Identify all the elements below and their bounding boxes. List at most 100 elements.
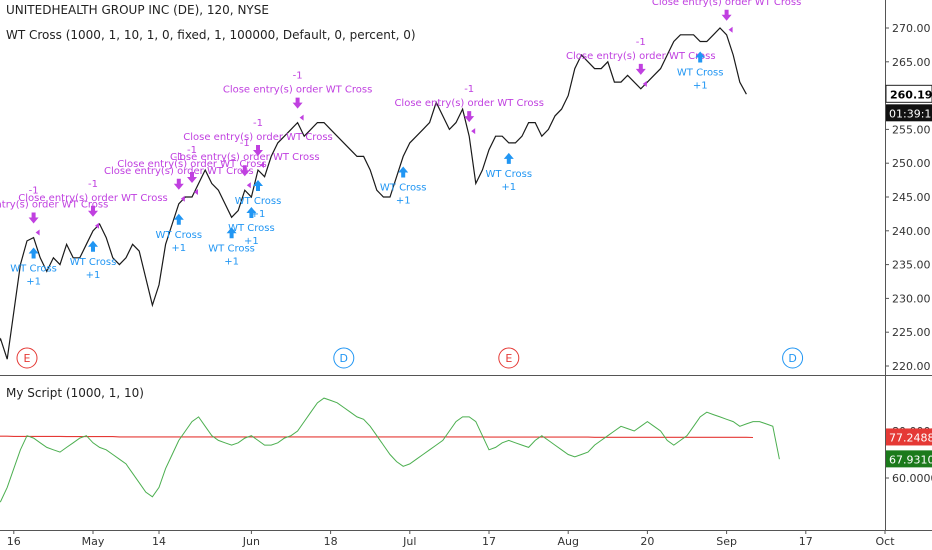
- earnings-marker: [16, 347, 38, 369]
- close-exit-arrow: [635, 63, 646, 75]
- event-label: E: [505, 352, 512, 365]
- event-label: D: [340, 352, 348, 365]
- price-tick-label: 245.00: [892, 191, 931, 204]
- countdown-label: 01:39:10: [889, 107, 932, 120]
- dividend-marker: [333, 347, 355, 369]
- time-tick-label: 17: [482, 535, 496, 548]
- close-exit-arrow: [173, 178, 184, 190]
- close-exit-arrow: [28, 212, 39, 224]
- close-exit-label: Close entry(s) order WT Cross: [394, 98, 543, 109]
- price-tick-label: 225.00: [892, 326, 931, 339]
- price-tick-label: 235.00: [892, 259, 931, 272]
- price-tick-label: 270.00: [892, 22, 931, 35]
- close-exit-label: Close entry(s) order WT Cross: [652, 0, 801, 8]
- close-exit-arrow: [187, 172, 197, 183]
- long-entry-qty: +1: [501, 182, 516, 193]
- long-entry-arrow: [503, 152, 514, 164]
- long-entry-label: WT Cross: [228, 223, 275, 234]
- close-exit-label: Close entry(s) order WT Cross: [104, 166, 253, 177]
- close-exit-qty: -1: [174, 152, 184, 163]
- long-entry-arrow: [246, 207, 257, 218]
- close-exit-qty: -1: [240, 138, 250, 149]
- price-series-line: [0, 27, 747, 360]
- long-entry-label: WT Cross: [208, 243, 255, 254]
- long-entry-qty: +1: [251, 209, 266, 220]
- time-tick-label: 16: [7, 535, 21, 548]
- close-exit-label: Close entry(s) order WT Cross: [18, 193, 167, 204]
- long-entry-qty: +1: [396, 195, 411, 206]
- wt-value-label: 67.9310: [889, 453, 932, 466]
- long-entry-arrow: [695, 51, 706, 63]
- long-entry-label: WT Cross: [156, 230, 203, 241]
- long-entry-label: WT Cross: [235, 196, 282, 207]
- close-exit-qty: -1: [29, 186, 39, 197]
- time-tick-label: Jul: [402, 535, 416, 548]
- long-entry-qty: +1: [244, 236, 259, 247]
- long-entry-label: WT Cross: [776, 0, 823, 3]
- strategy-title: WT Cross (1000, 1, 10, 1, 0, fixed, 1, 1…: [6, 28, 416, 42]
- close-exit-qty: -1: [464, 84, 474, 95]
- long-entry-qty: +1: [224, 256, 239, 267]
- price-tick-label: 230.00: [892, 292, 931, 305]
- time-tick-label: May: [82, 535, 105, 548]
- close-exit-flag: [95, 222, 99, 229]
- close-exit-flag: [642, 80, 647, 87]
- close-exit-label: Close entry(s) order WT Cross: [223, 85, 372, 96]
- signal-value-label: 77.2488: [889, 431, 932, 444]
- close-exit-flag: [35, 229, 40, 236]
- signal-series-line: [0, 435, 754, 439]
- symbol-title: UNITEDHEALTH GROUP INC (DE), 120, NYSE: [6, 3, 269, 17]
- time-tick-label: 18: [324, 535, 338, 548]
- long-entry-label: WT Cross: [677, 68, 724, 79]
- long-entry-label: WT Cross: [380, 182, 427, 193]
- close-exit-qty: -1: [187, 145, 197, 156]
- long-entry-qty: +1: [171, 243, 186, 254]
- long-entry-arrow: [253, 179, 263, 191]
- long-entry-qty: +1: [693, 81, 708, 92]
- close-exit-label: Close entry(s) order WT Cross: [183, 132, 332, 143]
- sub-panel-title: My Script (1000, 1, 10): [6, 386, 144, 400]
- time-tick-label: Aug: [557, 535, 578, 548]
- close-exit-qty: -1: [636, 37, 646, 48]
- long-entry-label: WT Cross: [70, 257, 117, 268]
- long-entry-arrow: [28, 247, 39, 259]
- time-tick-label: 17: [799, 535, 813, 548]
- time-tick-label: Jun: [242, 535, 260, 548]
- close-exit-qty: -1: [253, 118, 263, 129]
- close-exit-flag: [260, 161, 264, 168]
- close-exit-arrow: [239, 165, 250, 177]
- close-exit-flag: [471, 128, 476, 135]
- osc-tick-label: 60.0000: [892, 472, 932, 485]
- close-exit-flag: [194, 189, 198, 195]
- long-entry-qty: +1: [26, 277, 41, 288]
- event-label: D: [788, 352, 796, 365]
- close-exit-label: Close entry(s) order WT Cross: [117, 159, 266, 170]
- long-entry-label: WT Cross: [486, 169, 533, 180]
- time-tick-label: 20: [640, 535, 654, 548]
- close-exit-flag: [246, 182, 251, 189]
- close-exit-flag: [728, 26, 733, 33]
- event-label: E: [24, 352, 31, 365]
- time-tick-label: 14: [152, 535, 166, 548]
- long-entry-arrow: [226, 227, 237, 239]
- close-exit-flag: [180, 195, 185, 202]
- close-exit-qty: -1: [88, 179, 98, 190]
- time-tick-label: Oct: [875, 535, 895, 548]
- last-price-label: 260.19: [890, 88, 932, 101]
- wt-value-box: [886, 450, 932, 468]
- close-exit-arrow: [253, 144, 263, 156]
- close-exit-arrow: [88, 205, 98, 217]
- time-tick-label: Sep: [716, 535, 737, 548]
- close-exit-flag: [299, 114, 304, 121]
- signal-value-box: [886, 428, 932, 446]
- dividend-marker: [782, 347, 804, 369]
- last-price-box: [885, 84, 932, 103]
- wt-series-line: [0, 397, 780, 503]
- long-entry-arrow: [398, 166, 409, 178]
- price-tick-label: 250.00: [892, 157, 931, 170]
- close-exit-label: Close entry(s) order WT Cross: [170, 152, 319, 163]
- close-exit-arrow: [464, 111, 475, 123]
- price-tick-label: 255.00: [892, 123, 931, 136]
- close-exit-arrow: [292, 97, 303, 109]
